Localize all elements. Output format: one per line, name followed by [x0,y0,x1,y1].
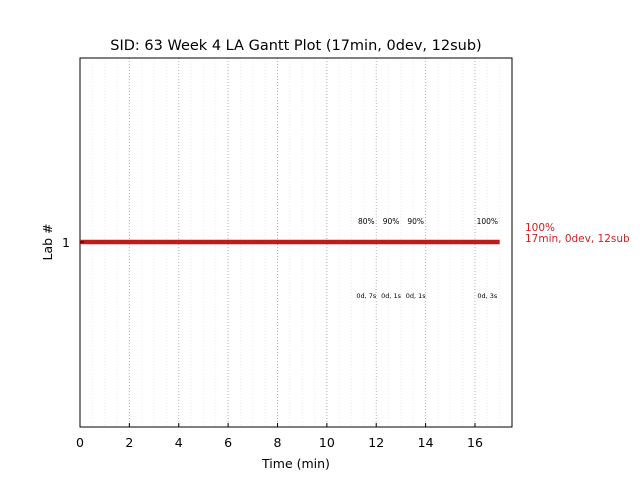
x-tick-label: 8 [274,435,282,450]
x-tick-label: 4 [175,435,183,450]
x-tick-label: 12 [368,435,384,450]
score-annotation: 100% [477,217,498,226]
score-annotation: 80% [358,217,375,226]
x-tick-label: 10 [319,435,335,450]
y-axis-ticks: 1 [62,235,84,250]
timing-annotation: 0d, 1s [406,292,427,300]
side-label-summary: 17min, 0dev, 12sub [525,233,630,245]
timing-annotation: 0d, 3s [477,292,498,300]
annotation-group: 80% 90% 90% 100% 0d, 7s 0d, 1s 0d, 1s 0d, 3s [356,217,498,300]
x-axis-label: Time (min) [261,456,330,471]
timing-annotation: 0d, 1s [381,292,402,300]
y-axis-label: Lab # [40,223,55,260]
chart-title: SID: 63 Week 4 LA Gantt Plot (17min, 0de… [110,38,481,54]
x-tick-label: 6 [224,435,232,450]
x-tick-label: 0 [76,435,84,450]
x-tick-label: 2 [125,435,133,450]
timing-annotation: 0d, 7s [356,292,377,300]
x-tick-label: 16 [467,435,483,450]
y-tick-label: 1 [62,235,70,250]
x-tick-label: 14 [418,435,434,450]
side-label-percent: 100% [525,222,555,234]
x-axis-ticks: 0 2 4 6 8 10 12 14 16 [76,423,483,450]
score-annotation: 90% [383,217,400,226]
score-annotation: 90% [407,217,424,226]
